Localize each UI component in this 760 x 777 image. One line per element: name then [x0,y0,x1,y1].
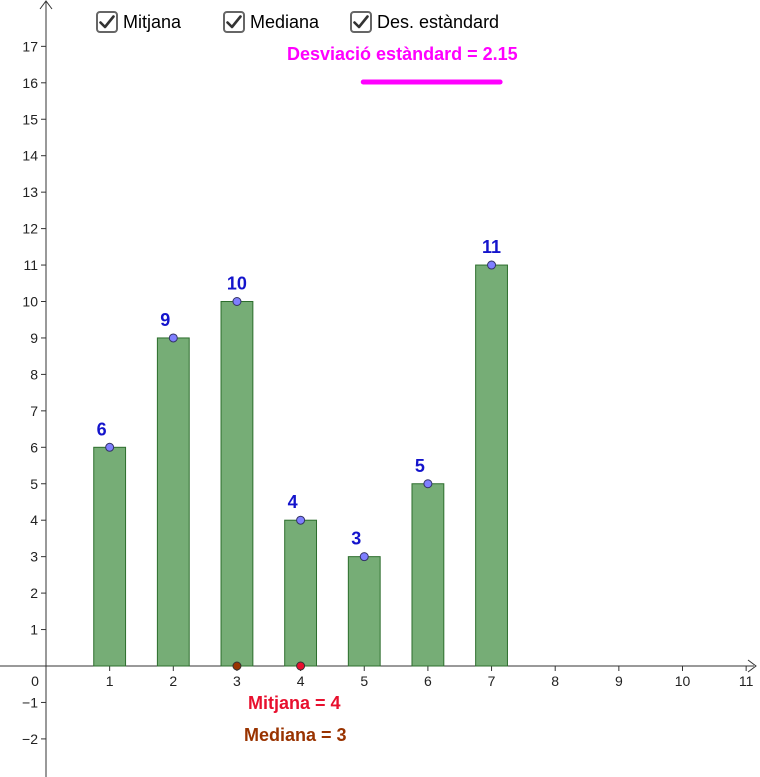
data-point [487,260,497,270]
x-tick-label: 1 [106,673,114,689]
y-tick-label: 1 [30,622,38,638]
data-point [423,479,433,489]
data-label: 4 [288,492,298,512]
checkmark-icon [226,15,242,29]
y-tick-label: 13 [22,184,38,200]
median-checkbox-label: Mediana [250,11,320,32]
mean-point [296,661,306,671]
mean-text: Mitjana = 4 [248,693,341,713]
y-tick-label: 2 [30,585,38,601]
data-label: 5 [415,456,425,476]
x-tick-label: 9 [615,673,623,689]
y-tick-label: 16 [22,75,38,91]
x-axis-arrow [747,659,757,673]
x-tick-label: 5 [360,673,368,689]
bar [220,301,254,667]
y-tick-label: 3 [30,549,38,565]
mean-checkbox-box[interactable] [96,11,118,33]
data-label: 6 [97,419,107,439]
data-point [296,515,306,525]
stddev-text: Desviació estàndard = 2.15 [287,44,518,64]
data-label: 9 [160,310,170,330]
median-checkbox-box[interactable] [223,11,245,33]
y-tick-label: −2 [22,731,38,747]
y-tick-label: 6 [30,439,38,455]
stddev-checkbox[interactable]: Des. estàndard [350,11,499,33]
x-tick-label: 3 [233,673,241,689]
x-tick-label: 7 [488,673,496,689]
y-tick-label: 7 [30,403,38,419]
bar [284,519,318,667]
median-checkbox[interactable]: Mediana [223,11,319,33]
y-tick-label: 15 [22,111,38,127]
data-label: 10 [227,274,247,294]
y-tick-label: 17 [22,38,38,54]
data-point [105,442,115,452]
data-label: 11 [482,237,501,257]
data-label: 3 [351,529,361,549]
median-point [232,661,242,671]
checkmark-icon [99,15,115,29]
mean-checkbox[interactable]: Mitjana [96,11,181,33]
x-tick-label: 11 [739,673,754,689]
y-tick-label: 9 [30,330,38,346]
x-tick-label: 10 [675,673,691,689]
x-tick-label: 6 [424,673,432,689]
data-point [359,552,369,562]
y-tick-label: 5 [30,476,38,492]
bar [156,337,190,667]
y-tick-label: 10 [22,294,38,310]
x-tick-label: 2 [169,673,177,689]
data-point [168,333,178,343]
y-tick-label: 14 [22,148,38,164]
median-text: Mediana = 3 [244,725,347,745]
y-tick-label: −1 [22,694,38,710]
y-tick-label: 4 [30,512,38,528]
bar [475,264,508,667]
y-tick-label: 8 [30,366,38,382]
y-tick-label: 11 [23,257,38,273]
x-tick-label: 4 [297,673,305,689]
y-tick-label: 12 [22,221,38,237]
x-tick-label: 8 [551,673,559,689]
data-point [232,297,242,306]
bar [93,446,127,667]
bar [411,483,445,667]
stddev-checkbox-label: Des. estàndard [377,11,500,32]
mean-checkbox-label: Mitjana [123,11,182,32]
stddev-checkbox-box[interactable] [350,11,372,33]
origin-label: 0 [31,673,39,689]
y-axis-arrow [39,0,53,10]
bar [347,556,381,667]
checkmark-icon [353,15,369,29]
